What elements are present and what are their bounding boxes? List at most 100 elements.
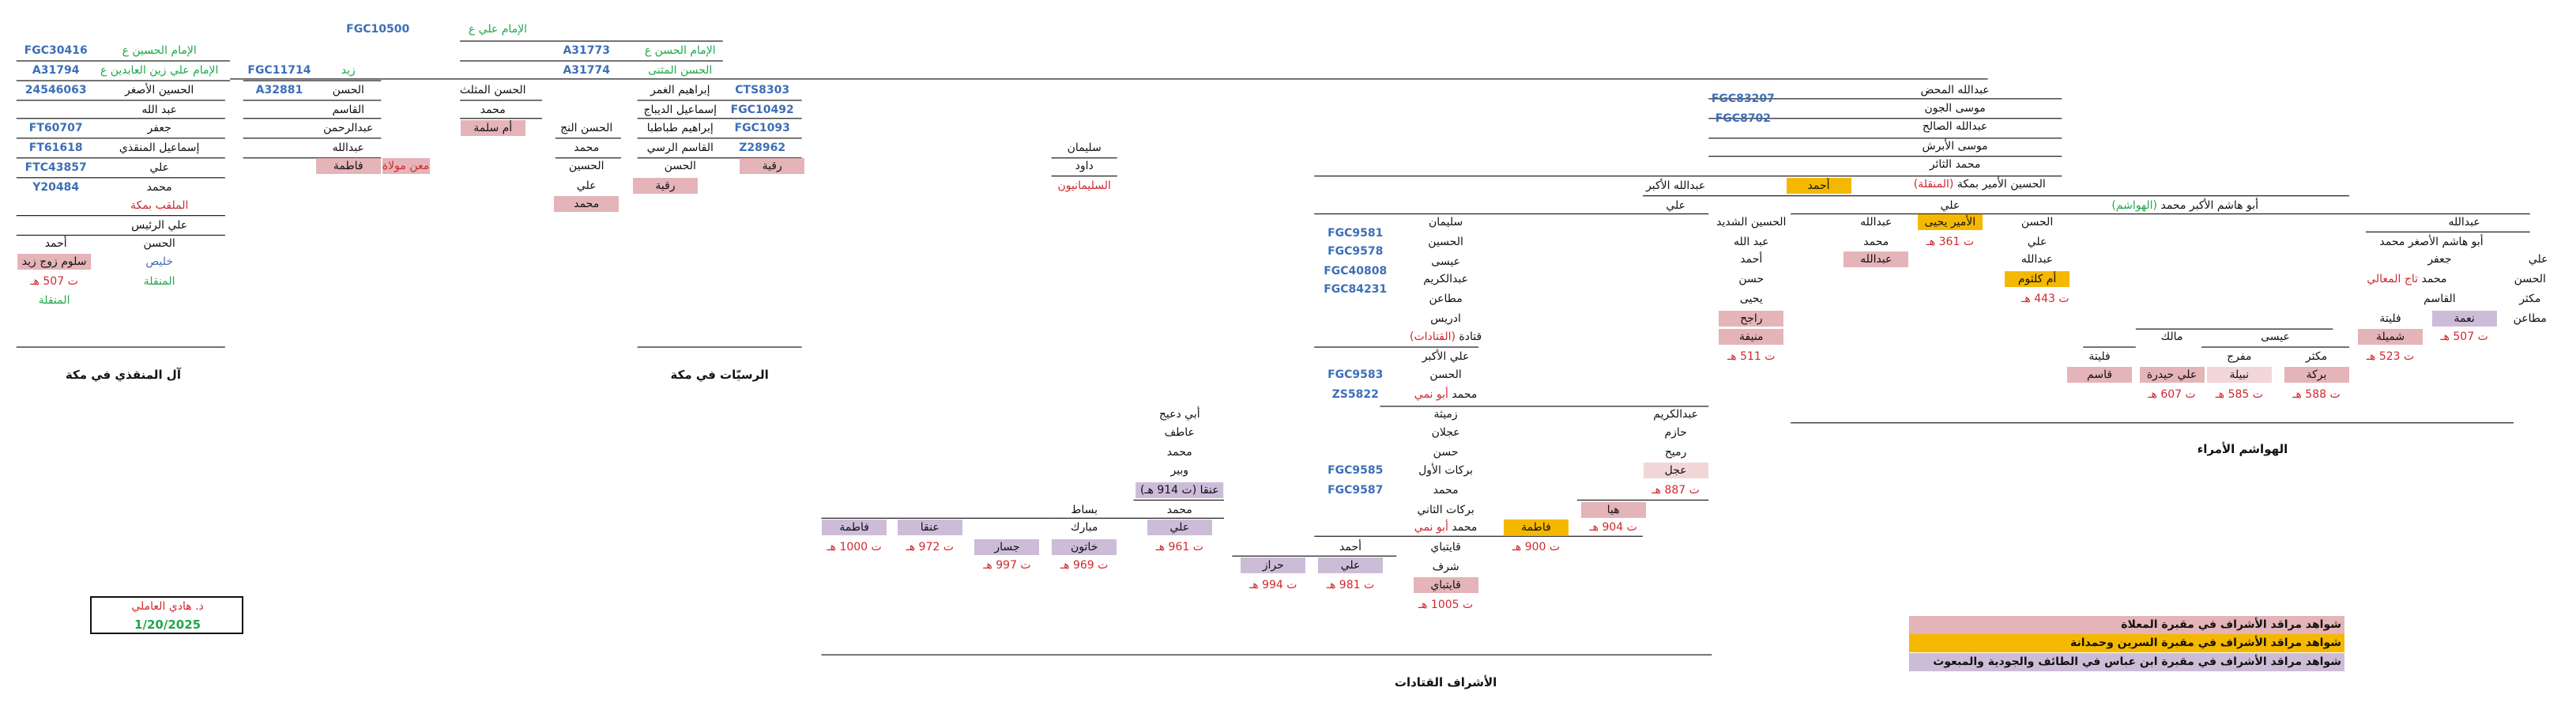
node-label: أبي دعيج <box>1158 407 1200 421</box>
node-label: FGC30416 <box>24 44 88 58</box>
node-label: فاطمة <box>1503 519 1569 536</box>
node-label: محمد <box>1863 235 1889 248</box>
node-label: ت 443 هـ <box>2021 293 2069 306</box>
node-label: ت 1005 هـ <box>1418 599 1474 612</box>
node-label: عبدالرحمن <box>323 122 374 135</box>
node-label: رميح <box>1664 445 1687 459</box>
node-label: FT60707 <box>28 122 83 135</box>
node-label: عيسى <box>1431 255 1460 268</box>
node-label: محمد <box>480 104 506 117</box>
node-label: محمد <box>554 195 620 212</box>
legend-label: شواهد مراقد الأشراف في مقبرة ابن عباس في… <box>1933 655 2341 668</box>
node-label: رقية <box>740 157 805 174</box>
node-label: مطاعن <box>1429 293 1463 306</box>
node-label: الحسن <box>332 84 364 97</box>
node-label: محمد الثائر <box>1929 157 1981 171</box>
node-label: معن مولاة <box>382 157 430 174</box>
node-label: ت 969 هـ <box>1060 559 1109 572</box>
node-label: عبدالكريم <box>1423 273 1468 286</box>
node-label: الأشراف القتادات <box>1394 674 1497 689</box>
node-label: عبدالله <box>332 142 364 155</box>
node-label: أبو هاشم الأصغر محمد <box>2379 235 2484 248</box>
node-label: الحسن النج <box>560 122 613 135</box>
node-label: الحسن <box>664 159 696 172</box>
node-label: وبير <box>1170 463 1189 477</box>
node-label: الحسن <box>1429 368 1462 382</box>
label-part: أبو نمي <box>1414 387 1448 401</box>
node-label: عبدالكريم <box>1653 407 1699 421</box>
node-label: FGC83207 <box>1711 92 1775 105</box>
node-label: عجل <box>1643 462 1708 478</box>
node-label: رقية <box>633 177 699 194</box>
node-label: زيد <box>341 64 356 77</box>
node-label: علي <box>576 179 597 192</box>
node-label: إسماعيل الديباج <box>643 104 717 117</box>
node-label: ت 1000 هـ <box>827 541 882 554</box>
node-label: A32881 <box>255 84 303 97</box>
node-label: ت 981 هـ <box>1326 579 1375 592</box>
node-label: FGC9581 <box>1328 227 1384 240</box>
node-label: عنقا <box>897 519 962 536</box>
label-part: محمد <box>2421 273 2447 286</box>
node-label: فاطمة <box>822 519 887 536</box>
signature-box <box>90 596 243 634</box>
node-label: Z28962 <box>739 142 786 155</box>
node-label: جعفر <box>147 122 171 135</box>
node-label: الرسيّات في مكة <box>670 368 769 383</box>
node-label: ت 511 هـ <box>1727 350 1776 364</box>
node-label: جسار <box>974 539 1040 556</box>
node-label: الحسن المثلث <box>459 84 526 97</box>
node-label: عجلان <box>1431 425 1460 439</box>
node-label: أحمد <box>1786 177 1851 194</box>
node-label: السليمانيون <box>1057 179 1111 192</box>
node-label: FGC9585 <box>1328 463 1384 477</box>
node-label: عبدالله <box>1843 251 1909 268</box>
label-part: تاج المعالي <box>2367 273 2419 286</box>
node-label: الهواشم الأمراء <box>2197 441 2288 456</box>
node-label: منيفة <box>1719 329 1784 346</box>
node-label: الملقب بمكة <box>130 198 189 212</box>
node-label: A31794 <box>32 64 80 77</box>
label-part: الحسين الأمير بمكة <box>1956 177 2046 191</box>
node-label: علي الرئيس <box>131 218 188 232</box>
node-label: أحمد <box>1740 253 1763 266</box>
node-label: أم سلمة <box>460 120 525 137</box>
node-label: هيا <box>1580 501 1646 518</box>
legend-swatch <box>1909 616 2344 634</box>
node-label: المنقلة <box>38 294 70 308</box>
node-label: ت 507 هـ <box>30 274 78 288</box>
node-label: د. هادي العاملي <box>131 600 204 614</box>
node-label: FGC8702 <box>1715 111 1772 125</box>
node-label: خليص <box>145 255 173 268</box>
node-label: عنقا (ت 914 هـ) <box>1135 482 1224 498</box>
node-label: CTS8303 <box>735 84 790 97</box>
node-label: الإمام علي زين العابدين ع <box>100 64 219 77</box>
node-label: موسى الجون <box>1924 102 1986 115</box>
node-label: FT61618 <box>28 142 83 155</box>
node-label: مالك <box>2160 331 2183 344</box>
node-label: أحمد <box>1339 541 1361 554</box>
label-part: محمد <box>1452 521 1478 535</box>
node-label: سليمان <box>1428 215 1463 229</box>
node-label: حراز <box>1241 557 1306 574</box>
node-label: سلوم زوج زيد <box>17 253 92 270</box>
node-label: عبد الله <box>1733 235 1769 248</box>
node-label: الإمام علي ع <box>468 23 528 36</box>
node-label: ت 588 هـ <box>2292 387 2341 401</box>
node-label: ت 507 هـ <box>2440 331 2488 344</box>
node-label: إسماعيل المنقذي <box>119 142 200 155</box>
node-label: بركة <box>2284 367 2349 383</box>
node-label: ت 972 هـ <box>906 541 954 554</box>
node-label: بركات الأول <box>1418 463 1474 477</box>
node-label: ت 361 هـ <box>1926 235 1975 248</box>
node-label: محمد <box>146 181 172 194</box>
node-label: بساط <box>1071 503 1098 516</box>
node-label: نعمة <box>2431 311 2497 327</box>
node-label: الحسين الشديد <box>1716 215 1787 229</box>
node-label: حسن <box>1433 445 1459 459</box>
node-label: إبراهيم الغمر <box>650 84 710 97</box>
node-label: مكثر <box>2305 350 2328 364</box>
node-label: A31774 <box>563 64 610 77</box>
node-label: حازم <box>1664 425 1687 439</box>
